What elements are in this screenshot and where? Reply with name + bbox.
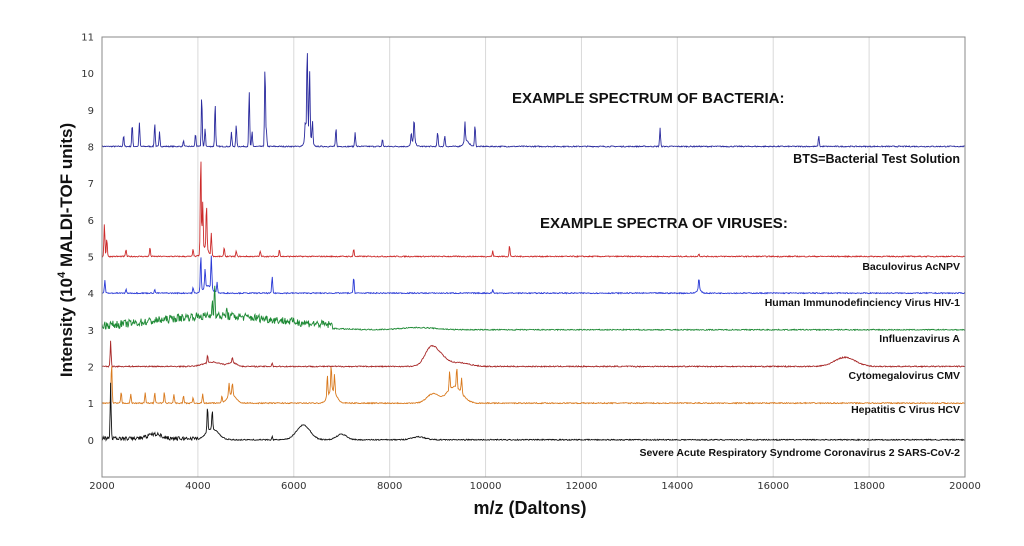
x-axis-title: m/z (Daltons) xyxy=(473,498,586,518)
x-tick-label: 16000 xyxy=(757,481,789,492)
series-line xyxy=(101,53,966,148)
y-tick-label: 6 xyxy=(88,216,94,227)
y-tick-label: 5 xyxy=(88,253,94,264)
y-axis-ticks: 0 1 2 3 4 5 6 7 8 9 10 11 xyxy=(81,33,94,447)
x-axis-ticks: 2000 4000 6000 8000 10000 12000 14000 16000 1800… xyxy=(89,481,981,492)
x-tick-label: 10000 xyxy=(470,481,502,492)
y-tick-label: 8 xyxy=(88,143,94,154)
series-line xyxy=(101,161,966,258)
y-axis-title-prefix: Intensity (10 xyxy=(57,278,76,377)
plot-frame xyxy=(101,36,966,478)
series-label: Hepatitis C Virus HCV xyxy=(851,404,960,416)
series-line xyxy=(101,285,966,332)
y-tick-label: 4 xyxy=(88,289,94,300)
x-tick-label: 8000 xyxy=(377,481,402,492)
series-label: Human Immunodefinciency Virus HIV-1 xyxy=(765,297,960,309)
x-tick-label: 20000 xyxy=(949,481,981,492)
virus-heading: EXAMPLE SPECTRA OF VIRUSES: xyxy=(540,215,788,232)
y-axis-title-exp: 4 xyxy=(56,271,68,278)
y-tick-label: 1 xyxy=(88,399,94,410)
y-tick-label: 10 xyxy=(81,69,94,80)
x-tick-label: 6000 xyxy=(281,481,306,492)
x-tick-label: 4000 xyxy=(185,481,210,492)
x-tick-label: 18000 xyxy=(853,481,885,492)
y-tick-label: 7 xyxy=(88,179,94,190)
series-line xyxy=(101,340,966,368)
series-line xyxy=(101,382,966,442)
series-label: Influenzavirus A xyxy=(879,333,960,345)
series-layer xyxy=(101,53,966,442)
series-labels: BTS=Bacterial Test Solution Baculovirus A… xyxy=(639,152,960,459)
y-tick-label: 0 xyxy=(88,436,94,447)
y-axis-title-suffix: MALDI-TOF units) xyxy=(57,123,76,272)
bacteria-heading: EXAMPLE SPECTRUM OF BACTERIA: xyxy=(512,90,785,107)
x-tick-label: 14000 xyxy=(661,481,693,492)
series-label: BTS=Bacterial Test Solution xyxy=(793,152,960,166)
y-tick-label: 2 xyxy=(88,363,94,374)
y-tick-label: 11 xyxy=(81,33,94,44)
series-label: Severe Acute Respiratory Syndrome Corona… xyxy=(639,447,960,459)
y-tick-label: 9 xyxy=(88,106,94,117)
series-label: Cytomegalovirus CMV xyxy=(849,370,960,382)
series-label: Baculovirus AcNPV xyxy=(862,261,960,273)
series-line xyxy=(101,255,966,295)
series-line xyxy=(101,366,966,405)
y-tick-label: 3 xyxy=(88,326,94,337)
x-tick-label: 2000 xyxy=(89,481,114,492)
x-tick-label: 12000 xyxy=(566,481,598,492)
y-axis-title: Intensity (104 MALDI-TOF units) xyxy=(56,123,76,377)
